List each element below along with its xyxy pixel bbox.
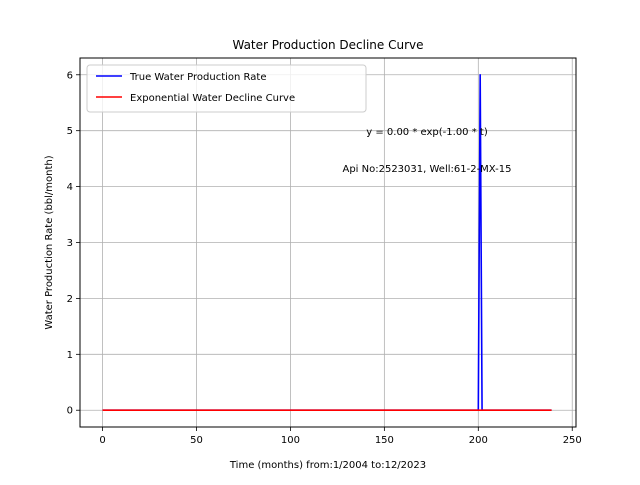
x-tick-label: 150: [375, 435, 394, 446]
y-tick-label: 6: [67, 70, 73, 81]
x-tick-label: 100: [281, 435, 300, 446]
series-lines: [102, 73, 552, 412]
x-tick-label: 200: [469, 435, 488, 446]
y-tick-label: 1: [67, 350, 73, 361]
x-tick-label: 250: [563, 435, 582, 446]
equation-annotation: y = 0.00 * exp(-1.00 * t): [366, 127, 488, 138]
x-axis-label: Time (months) from:1/2004 to:12/2023: [229, 460, 426, 471]
chart-title: Water Production Decline Curve: [232, 38, 423, 52]
x-tick-label: 50: [190, 435, 203, 446]
y-tick-label: 5: [67, 126, 73, 137]
y-tick-label: 0: [67, 406, 73, 417]
legend-label-true-rate: True Water Production Rate: [129, 72, 266, 83]
y-tick-label: 3: [67, 238, 73, 249]
x-tick-label: 0: [99, 435, 105, 446]
legend-box: [86, 64, 367, 113]
axis-ticks: 0 50 100 150 200 250 0 1 2 3 4 5 6: [67, 70, 582, 446]
y-axis-label: Water Production Rate (bbl/month): [44, 155, 55, 329]
y-tick-label: 2: [67, 294, 73, 305]
well-annotation: Api No:2523031, Well:61-2-MX-15: [342, 164, 511, 175]
legend-label-exponential-curve: Exponential Water Decline Curve: [130, 93, 295, 104]
y-tick-label: 4: [67, 182, 73, 193]
legend: True Water Production Rate Exponential W…: [86, 64, 367, 113]
